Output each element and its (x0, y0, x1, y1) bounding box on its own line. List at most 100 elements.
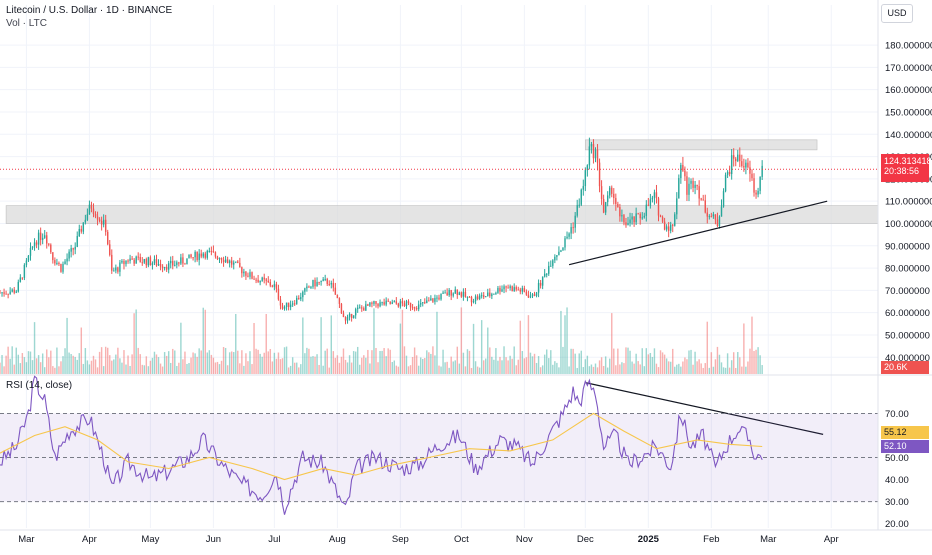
candle-body (233, 262, 235, 265)
rsi-ma-tag: 55.12 (881, 426, 929, 439)
candle-body (210, 250, 213, 252)
volume-bar (611, 313, 613, 374)
volume-bar (259, 353, 261, 374)
volume-bar (722, 367, 725, 374)
candle-body (318, 281, 320, 283)
volume-bar (198, 348, 200, 374)
candle-body (111, 254, 113, 271)
candle-body (665, 226, 668, 230)
candle-body (728, 171, 731, 175)
candle-body (704, 200, 706, 213)
candle-body (432, 298, 434, 302)
volume-bar (233, 352, 235, 374)
volume-bar (586, 355, 589, 374)
volume-bar (732, 352, 735, 374)
candle-body (604, 202, 607, 213)
candle-body (230, 260, 233, 265)
candle-body (320, 281, 322, 283)
candle-body (31, 246, 34, 248)
candle-body (389, 301, 391, 304)
candle-body (39, 232, 42, 240)
currency-button[interactable]: USD (881, 4, 913, 23)
price-tick-label: 170.000000 (885, 63, 932, 74)
volume-bar (456, 346, 459, 374)
candle-body (255, 279, 257, 281)
volume-bar (669, 361, 672, 374)
candle-body (336, 294, 339, 299)
candle-body (485, 296, 487, 298)
volume-bar (572, 348, 574, 374)
volume-bar (210, 354, 213, 374)
candle-body (302, 291, 304, 298)
candle-body (446, 292, 448, 296)
candle-body (153, 259, 156, 264)
volume-bar (178, 362, 180, 374)
candle-body (657, 198, 660, 216)
volume-bar (442, 349, 444, 374)
volume-bar (265, 313, 267, 374)
volume-bar (281, 358, 284, 374)
volume-bar (556, 362, 558, 374)
candle-body (7, 293, 9, 295)
candle-body (722, 191, 725, 207)
volume-bar (409, 365, 412, 374)
volume-bar (291, 357, 294, 374)
candle-body (686, 176, 688, 195)
candle-body (222, 260, 225, 263)
volume-bar (430, 353, 432, 374)
volume-bar (560, 310, 562, 374)
volume-bar (25, 362, 28, 374)
candle-body (631, 216, 633, 220)
rsi-tick-label: 30.00 (885, 497, 909, 508)
volume-bar (212, 357, 215, 374)
candle-body (672, 224, 674, 226)
candle-body (641, 217, 643, 219)
candle-body (543, 273, 546, 277)
volume-bar (472, 323, 475, 374)
rsi-trend-line (585, 382, 824, 435)
candle-body (348, 313, 351, 317)
volume-bar (495, 348, 497, 374)
volume-bar (72, 355, 74, 374)
volume-bar (698, 359, 700, 374)
candle-body (131, 258, 133, 260)
volume-bar (133, 313, 135, 374)
candle-body (501, 289, 503, 292)
candle-body (688, 183, 690, 195)
candle-body (535, 292, 538, 296)
volume-bar (373, 308, 375, 374)
volume-bar (700, 363, 702, 374)
volume-bar (564, 315, 566, 374)
volume-bar (641, 348, 643, 374)
volume-bar (35, 358, 38, 374)
candle-body (137, 256, 139, 258)
candle-body (92, 208, 95, 215)
volume-bar (137, 347, 139, 374)
candle-body (312, 279, 314, 287)
candle-body (0, 292, 1, 294)
candle-body (322, 279, 324, 282)
candle-body (352, 315, 355, 318)
candle-body (576, 205, 578, 216)
candle-body (739, 154, 741, 162)
price-trend-line (568, 200, 828, 266)
candle-body (342, 313, 345, 318)
volume-bar (550, 350, 552, 374)
candle-body (21, 277, 24, 279)
volume-bar (5, 355, 7, 374)
volume-bar (58, 366, 60, 374)
volume-bar (454, 360, 456, 374)
candle-body (9, 291, 11, 294)
volume-bar (665, 358, 668, 374)
candle-body (649, 199, 652, 206)
candle-body (291, 303, 294, 305)
volume-bar (696, 361, 698, 374)
volume-bar (531, 356, 534, 374)
volume-bar (141, 364, 143, 374)
volume-bar (153, 351, 156, 374)
volume-bar (710, 352, 713, 374)
volume-bar (344, 359, 347, 374)
candle-body (462, 291, 465, 297)
volume-bar (29, 351, 32, 374)
